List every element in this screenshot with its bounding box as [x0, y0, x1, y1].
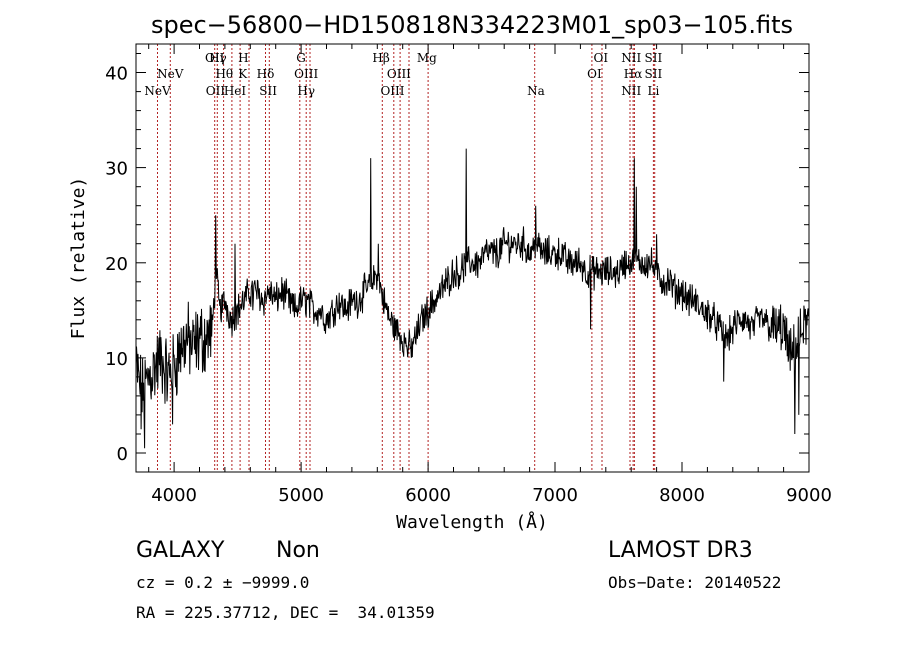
x-axis-label: Wavelength (Å): [396, 511, 548, 533]
line-marker-label: SII: [645, 67, 663, 81]
line-marker-label: K: [238, 67, 248, 81]
y-tick-label: 0: [117, 444, 128, 465]
line-marker-label: OIII: [387, 67, 411, 81]
line-marker-label: SII: [645, 51, 663, 65]
y-axis-ticks: 0 10 20 30 40: [105, 53, 809, 465]
x-tick-label: 5000: [278, 485, 324, 506]
y-tick-label: 20: [105, 254, 128, 275]
line-marker-label: Mg: [417, 51, 437, 65]
object-class: GALAXY: [136, 538, 225, 563]
line-marker-label: Hγ: [297, 84, 315, 98]
line-marker-label: NII: [621, 84, 641, 98]
line-marker-label: Hδ: [257, 67, 275, 81]
x-axis-ticks: 4000 5000 6000 7000 8000 9000: [148, 44, 832, 506]
y-tick-label: 40: [105, 64, 128, 85]
line-marker-label: OI: [594, 51, 609, 65]
line-marker-label: NeV: [144, 84, 171, 98]
line-marker-label: SII: [259, 84, 277, 98]
line-marker-label: Hγ: [209, 51, 227, 65]
obs-date-line: Obs−Date: 20140522: [608, 573, 782, 592]
y-tick-label: 30: [105, 159, 128, 180]
object-subclass: Non: [276, 538, 320, 563]
y-tick-label: 10: [105, 349, 128, 370]
line-marker-label: Li: [647, 84, 659, 98]
y-axis-label: Flux (relative): [68, 177, 89, 340]
line-marker-label: H: [238, 51, 248, 65]
line-marker-label: OIII: [294, 67, 318, 81]
line-marker-label: OII: [205, 51, 225, 65]
x-tick-label: 8000: [659, 485, 705, 506]
x-tick-label: 9000: [786, 485, 832, 506]
line-marker-label: HeI: [224, 84, 247, 98]
spectrum-series: [135, 148, 810, 449]
line-marker-label: NII: [621, 51, 641, 65]
x-tick-label: 7000: [532, 485, 578, 506]
plot-frame: [135, 43, 810, 473]
chart-title: spec−56800−HD150818N334223M01_sp03−105.f…: [151, 11, 793, 39]
line-marker-label: Hβ: [372, 51, 389, 65]
line-marker-label: Na: [527, 84, 545, 98]
line-marker-label: Hα: [624, 67, 643, 81]
x-tick-label: 6000: [405, 485, 451, 506]
line-marker-label: NeV: [157, 67, 184, 81]
redshift-line: cz = 0.2 ± −9999.0: [136, 573, 310, 592]
line-marker-label: OII: [206, 84, 226, 98]
spectrum-line: [135, 148, 810, 449]
line-marker-label: OI: [587, 67, 602, 81]
x-tick-label: 4000: [151, 485, 197, 506]
line-marker-label: G: [296, 51, 306, 65]
coordinates-line: RA = 225.37712, DEC = 34.01359: [136, 603, 435, 622]
survey-name: LAMOST DR3: [608, 538, 753, 563]
line-marker-label: OIII: [380, 84, 404, 98]
line-marker-label: Hθ: [215, 67, 233, 81]
